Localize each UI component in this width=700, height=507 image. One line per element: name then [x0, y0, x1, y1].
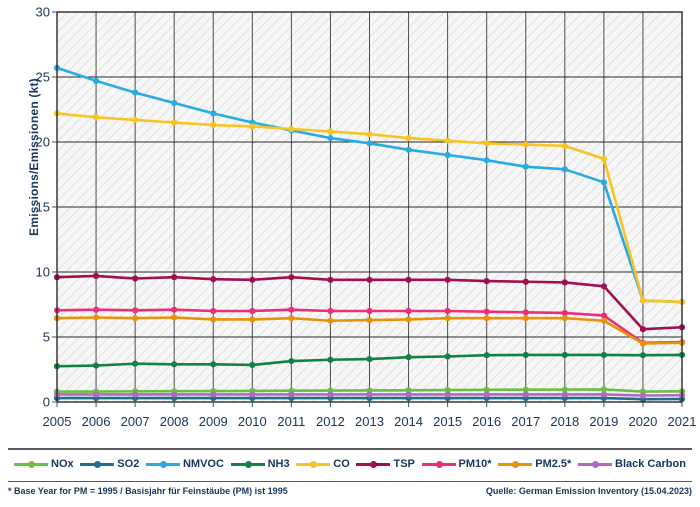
x-tick-label: 2007 — [120, 414, 150, 429]
x-tick-label: 2021 — [667, 414, 697, 429]
legend-label: NOx — [51, 458, 74, 470]
legend-item-nox[interactable]: NOx — [14, 458, 74, 470]
legend-label: CO — [333, 458, 350, 470]
x-tick-label: 2009 — [198, 414, 228, 429]
x-tick-label: 2008 — [159, 414, 189, 429]
series-nh3 — [53, 351, 686, 370]
series-pm2-5- — [53, 314, 686, 347]
y-tick-label: 25 — [35, 69, 50, 85]
x-tick-label: 2018 — [550, 414, 580, 429]
legend-label: TSP — [393, 458, 415, 470]
y-tick-label: 15 — [35, 199, 50, 215]
legend-swatch-icon — [230, 459, 265, 469]
x-tick-label: 2005 — [42, 414, 72, 429]
legend-label: Black Carbon — [615, 458, 686, 470]
y-tick-label: 0 — [42, 394, 50, 410]
y-tick-label: 10 — [35, 264, 50, 280]
legend-swatch-icon — [145, 459, 180, 469]
y-axis-ticks: 0 5 10 15 20 25 30 — [18, 0, 50, 410]
x-tick-label: 2020 — [628, 414, 658, 429]
footnote-text: * Base Year for PM = 1995 / Basisjahr fü… — [8, 486, 288, 496]
legend-label: PM2.5* — [535, 458, 572, 470]
x-tick-label: 2017 — [511, 414, 541, 429]
x-tick-label: 2011 — [277, 414, 306, 429]
legend-item-pm2-5-[interactable]: PM2.5* — [498, 458, 571, 470]
legend-label: NMVOC — [182, 458, 224, 470]
chart-footer: * Base Year for PM = 1995 / Basisjahr fü… — [8, 481, 692, 496]
legend-swatch-icon — [356, 459, 391, 469]
source-text: Quelle: German Emission Inventory (15.04… — [485, 486, 692, 496]
chart-legend: NOx SO2 NMVOC NH3 CO TSP PM10* PM2.5* Black Carb… — [8, 448, 692, 478]
legend-item-nmvoc[interactable]: NMVOC — [145, 458, 224, 470]
x-tick-label: 2016 — [472, 414, 502, 429]
series-co — [53, 110, 686, 305]
legend-swatch-icon — [498, 459, 533, 469]
legend-label: PM10* — [458, 458, 492, 470]
legend-item-co[interactable]: CO — [296, 458, 350, 470]
x-axis-ticks: 2005 2006 2007 2008 2009 2010 2011 2012 2013 2014… — [0, 414, 700, 434]
x-tick-label: 2012 — [315, 414, 345, 429]
legend-label: SO2 — [117, 458, 140, 470]
y-tick-label: 30 — [35, 4, 50, 20]
series-lines — [53, 64, 686, 403]
legend-item-nh3[interactable]: NH3 — [230, 458, 290, 470]
x-tick-label: 2013 — [355, 414, 384, 429]
x-tick-label: 2019 — [589, 414, 619, 429]
series-tsp — [53, 272, 686, 333]
legend-item-tsp[interactable]: TSP — [356, 458, 415, 470]
series-black-carbon — [53, 391, 686, 399]
legend-swatch-icon — [296, 459, 331, 469]
y-tick-label: 20 — [35, 134, 50, 150]
plot-frame — [52, 11, 683, 407]
legend-label: NH3 — [267, 458, 290, 470]
legend-swatch-icon — [578, 459, 612, 469]
legend-swatch-icon — [80, 459, 115, 469]
x-tick-label: 2010 — [237, 414, 267, 429]
legend-swatch-icon — [421, 459, 456, 469]
legend-item-pm10-[interactable]: PM10* — [421, 458, 492, 470]
legend-item-black-carbon[interactable]: Black Carbon — [578, 458, 686, 470]
x-tick-label: 2006 — [81, 414, 111, 429]
x-tick-label: 2015 — [433, 414, 463, 429]
x-tick-label: 2014 — [394, 414, 424, 429]
legend-item-so2[interactable]: SO2 — [80, 458, 139, 470]
legend-swatch-icon — [14, 459, 48, 469]
y-tick-label: 5 — [42, 329, 50, 345]
